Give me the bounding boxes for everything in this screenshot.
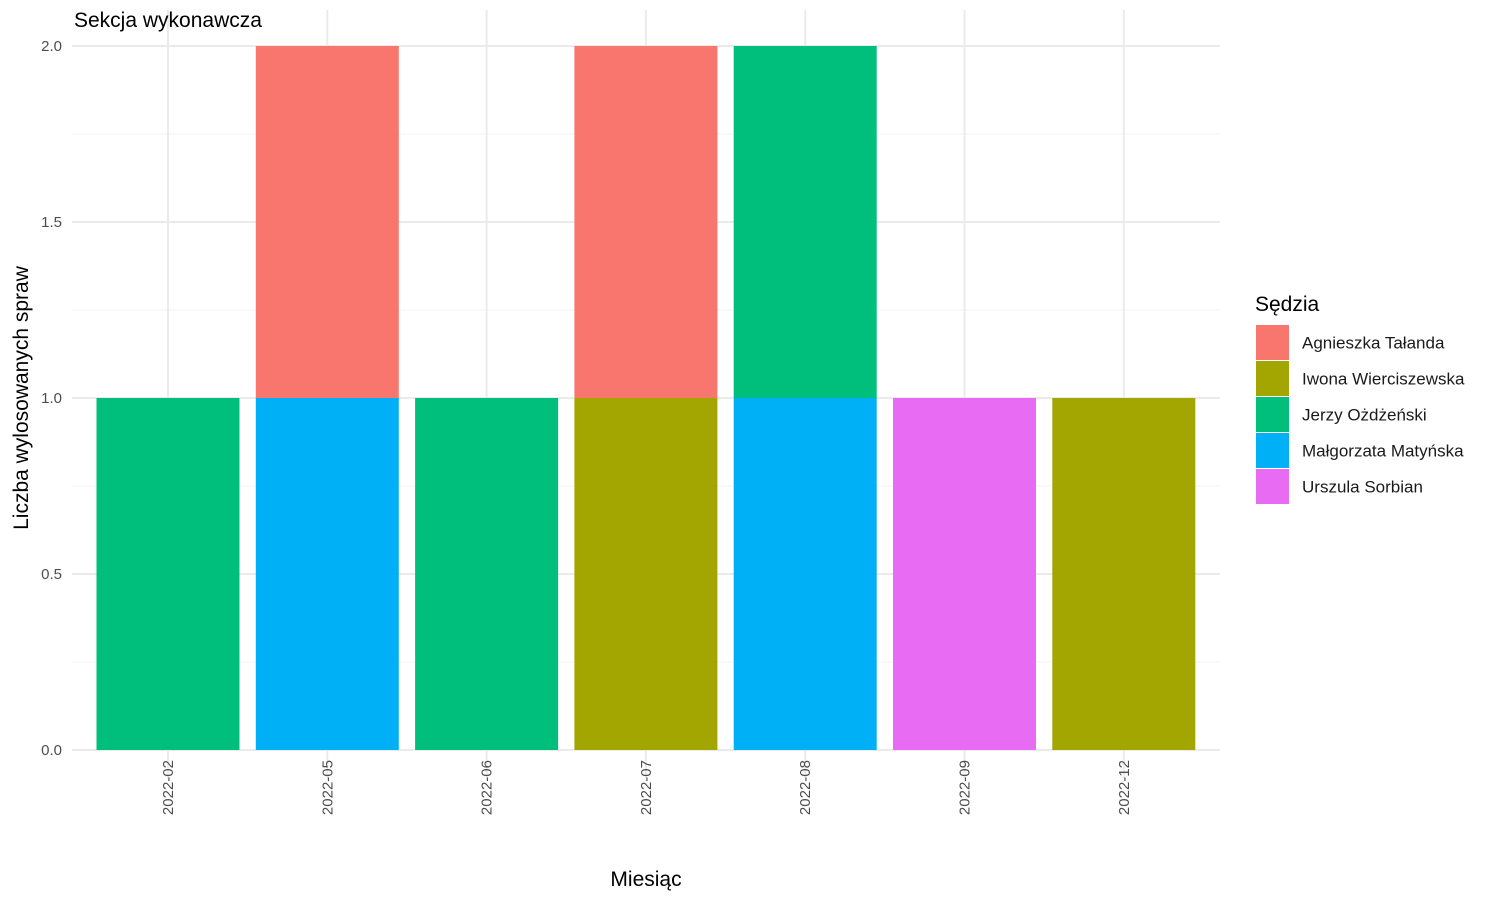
bar-2022-07-iwona-wierciszewska (574, 398, 718, 750)
legend-label-iwona-wierciszewska: Iwona Wierciszewska (1302, 370, 1465, 389)
bar-2022-02-jerzy-ozdzenski (96, 398, 240, 750)
legend: Sędzia Agnieszka Tałanda Iwona Wierciszew… (1255, 293, 1465, 504)
y-tick-label: 2.0 (41, 38, 62, 55)
x-axis-ticks: 2022-02 2022-05 2022-06 2022-07 2022-08 2022-… (160, 760, 1133, 815)
bar-2022-09-urszula-sorbian (893, 398, 1036, 750)
x-tick-label: 2022-02 (160, 760, 177, 815)
legend-label-malgorzata-matynska: Małgorzata Matyńska (1302, 442, 1464, 461)
bars (96, 46, 1196, 750)
bar-2022-07-agnieszka-talanda (574, 46, 718, 398)
bar-2022-12-iwona-wierciszewska (1052, 398, 1196, 750)
bar-2022-08-jerzy-ozdzenski (733, 46, 877, 398)
bar-2022-05-malgorzata-matynska (255, 398, 399, 750)
bar-2022-08-malgorzata-matynska (733, 398, 877, 750)
bar-2022-06-jerzy-ozdzenski (415, 398, 559, 750)
x-tick-label: 2022-09 (957, 760, 974, 815)
legend-label-urszula-sorbian: Urszula Sorbian (1302, 478, 1423, 497)
x-tick-label: 2022-07 (638, 760, 655, 815)
y-tick-label: 1.0 (41, 390, 62, 407)
legend-key-jerzy-ozdzenski (1256, 397, 1289, 432)
y-axis-title: Liczba wylosowanych spraw (10, 265, 33, 530)
legend-key-malgorzata-matynska (1256, 433, 1289, 468)
chart-title: Sekcja wykonawcza (74, 9, 262, 32)
x-axis-title: Miesiąc (610, 868, 681, 891)
x-tick-label: 2022-12 (1116, 760, 1133, 815)
y-axis-ticks: 0.0 0.5 1.0 1.5 2.0 (41, 38, 62, 759)
legend-key-urszula-sorbian (1256, 469, 1289, 504)
x-tick-label: 2022-08 (797, 760, 814, 815)
bar-2022-05-agnieszka-talanda (255, 46, 399, 398)
legend-key-agnieszka-talanda (1256, 325, 1289, 360)
legend-title: Sędzia (1255, 293, 1320, 316)
legend-key-iwona-wierciszewska (1256, 361, 1289, 396)
x-tick-label: 2022-06 (479, 760, 496, 815)
x-tick-label: 2022-05 (319, 760, 336, 815)
y-tick-label: 1.5 (41, 214, 62, 231)
legend-label-agnieszka-talanda: Agnieszka Tałanda (1302, 334, 1445, 353)
y-tick-label: 0.0 (41, 742, 62, 759)
y-tick-label: 0.5 (41, 566, 62, 583)
legend-label-jerzy-ozdzenski: Jerzy Ożdżeński (1302, 406, 1427, 425)
